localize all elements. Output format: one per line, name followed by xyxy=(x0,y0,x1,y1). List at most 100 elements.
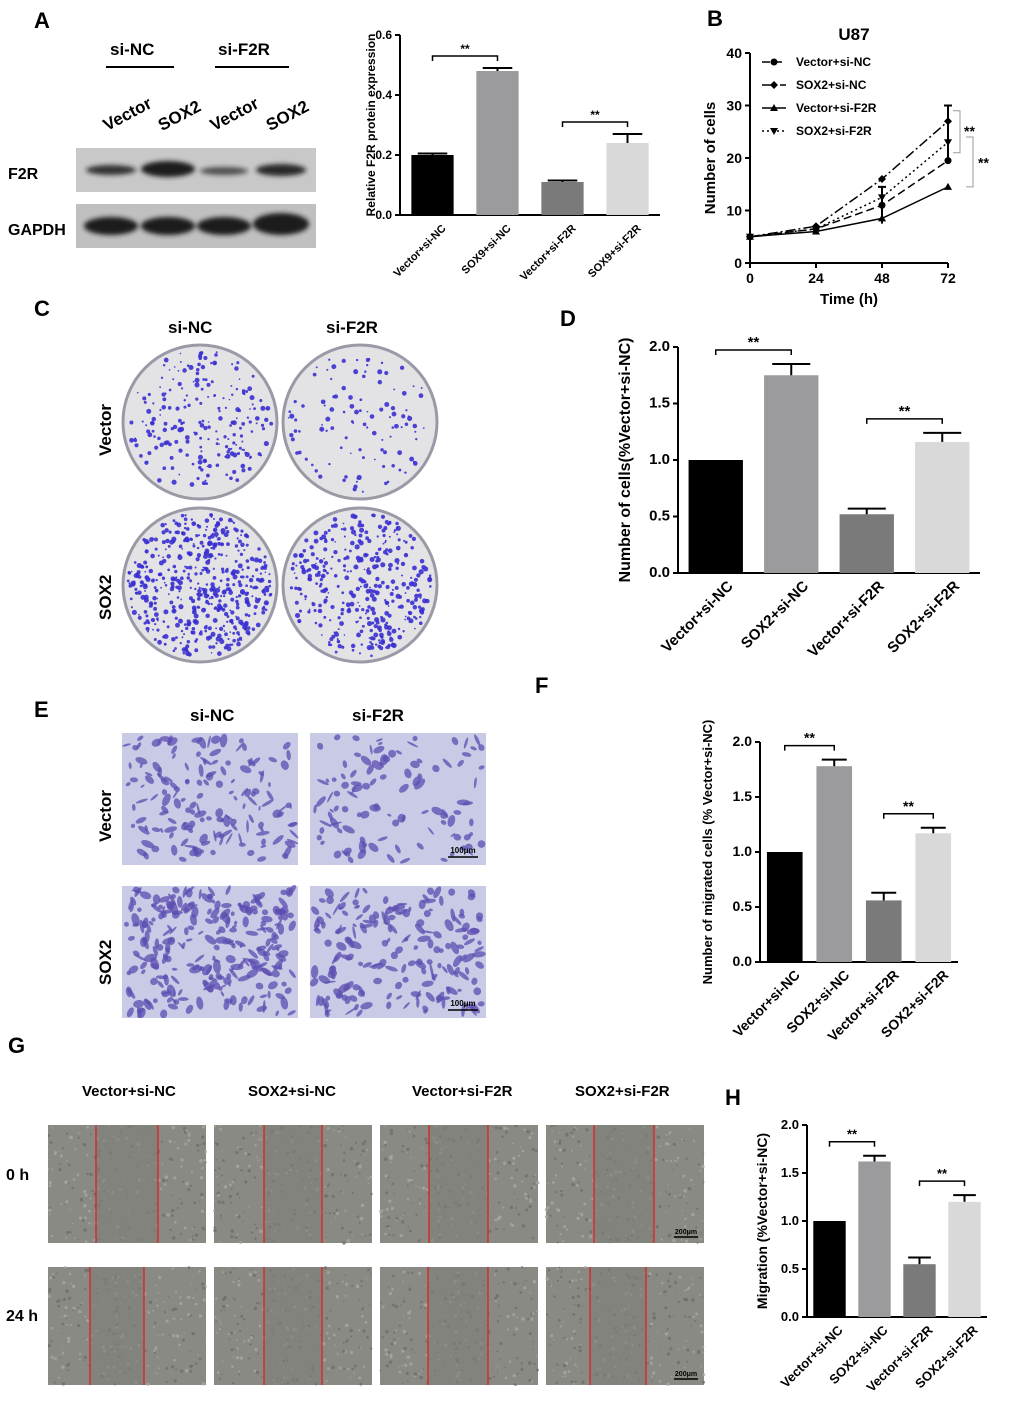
cell-texture xyxy=(173,1358,176,1362)
cell-texture xyxy=(410,1156,412,1159)
colony xyxy=(369,628,373,633)
colony xyxy=(163,440,168,446)
colony xyxy=(384,402,390,407)
cell-texture xyxy=(550,1125,553,1128)
migrated-cell xyxy=(360,1002,373,1010)
migrated-cell xyxy=(313,918,320,929)
cell-texture xyxy=(161,1178,166,1182)
cell-texture xyxy=(353,1364,357,1368)
colony xyxy=(410,576,413,579)
colony xyxy=(401,390,407,396)
y-tick-label: 40 xyxy=(726,45,742,61)
wound-gap xyxy=(96,1125,158,1243)
cell-texture xyxy=(238,1370,241,1373)
colony xyxy=(220,607,224,611)
colony xyxy=(401,581,407,587)
migrated-cell xyxy=(142,917,149,929)
migrated-cell xyxy=(204,918,214,925)
cell-texture xyxy=(702,1380,705,1384)
cell-texture xyxy=(201,1196,204,1199)
colony xyxy=(382,542,385,545)
cell-texture xyxy=(555,1148,557,1150)
cell-texture xyxy=(326,1139,329,1142)
cell-texture xyxy=(698,1229,700,1231)
cell-texture xyxy=(380,1301,383,1304)
cell-texture xyxy=(227,1332,230,1336)
cell-texture xyxy=(566,1132,569,1135)
data-point xyxy=(770,58,778,66)
migrated-cell xyxy=(422,894,430,902)
migrated-cell xyxy=(311,906,320,915)
cell-texture xyxy=(61,1352,65,1355)
colony xyxy=(337,640,340,644)
colony xyxy=(206,473,210,478)
cell-texture xyxy=(522,1283,524,1285)
colony xyxy=(145,626,150,631)
cell-texture xyxy=(701,1351,704,1354)
migrated-cell xyxy=(252,908,258,915)
cell-texture xyxy=(683,1195,685,1198)
cell-texture xyxy=(569,1358,572,1360)
migrated-cell xyxy=(456,944,465,949)
cell-texture xyxy=(549,1284,551,1286)
migrated-cell xyxy=(135,798,148,804)
migrated-cell xyxy=(413,945,419,950)
cell-texture xyxy=(400,1220,405,1224)
cell-texture xyxy=(498,1282,500,1285)
colony xyxy=(150,617,156,623)
cell-texture xyxy=(237,1283,241,1287)
wound-gap xyxy=(264,1125,322,1243)
cell-texture xyxy=(692,1183,695,1185)
cell-texture xyxy=(577,1140,581,1144)
colony xyxy=(218,443,220,445)
colony xyxy=(418,593,422,598)
migrated-cell xyxy=(167,924,173,932)
migrated-cell xyxy=(328,965,337,975)
cell-texture xyxy=(414,1351,416,1353)
cell-texture xyxy=(244,1180,248,1184)
colony xyxy=(155,578,158,582)
cell-texture xyxy=(255,1321,257,1323)
colony xyxy=(160,376,164,379)
cell-texture xyxy=(179,1232,182,1235)
cell-texture xyxy=(253,1306,258,1311)
colony xyxy=(204,518,210,523)
colony xyxy=(161,405,167,410)
migrated-cell xyxy=(422,1005,429,1013)
colony xyxy=(244,613,249,617)
cell-texture xyxy=(683,1189,688,1193)
colony xyxy=(355,358,359,362)
cell-texture xyxy=(418,1271,422,1276)
cell-texture xyxy=(581,1305,584,1307)
cell-texture xyxy=(496,1171,500,1175)
migrated-cell xyxy=(349,995,358,1002)
cell-texture xyxy=(204,1150,208,1154)
cell-texture xyxy=(328,1281,332,1285)
colony xyxy=(268,584,272,588)
cell-texture xyxy=(187,1266,191,1270)
cell-texture xyxy=(247,1168,252,1173)
cell-texture xyxy=(501,1135,504,1139)
migrated-cell xyxy=(387,914,396,921)
cell-texture xyxy=(194,1302,198,1306)
cell-texture xyxy=(162,1301,165,1303)
cell-texture xyxy=(351,1235,353,1237)
cell-texture xyxy=(673,1314,675,1316)
colony xyxy=(344,475,348,479)
colony xyxy=(355,586,360,592)
colony xyxy=(210,515,213,518)
colony xyxy=(315,557,319,560)
migrated-cell xyxy=(217,975,225,980)
cell-texture xyxy=(235,1151,239,1155)
cell-texture xyxy=(585,1128,589,1132)
colony xyxy=(289,413,295,419)
migrated-cell xyxy=(171,910,183,915)
cell-texture xyxy=(48,1294,51,1298)
cell-texture xyxy=(205,1161,207,1164)
migrated-cell xyxy=(338,906,344,910)
colony xyxy=(322,568,327,573)
colony xyxy=(361,608,365,612)
cell-texture xyxy=(56,1272,58,1274)
colony xyxy=(142,537,146,542)
colony xyxy=(161,576,166,580)
